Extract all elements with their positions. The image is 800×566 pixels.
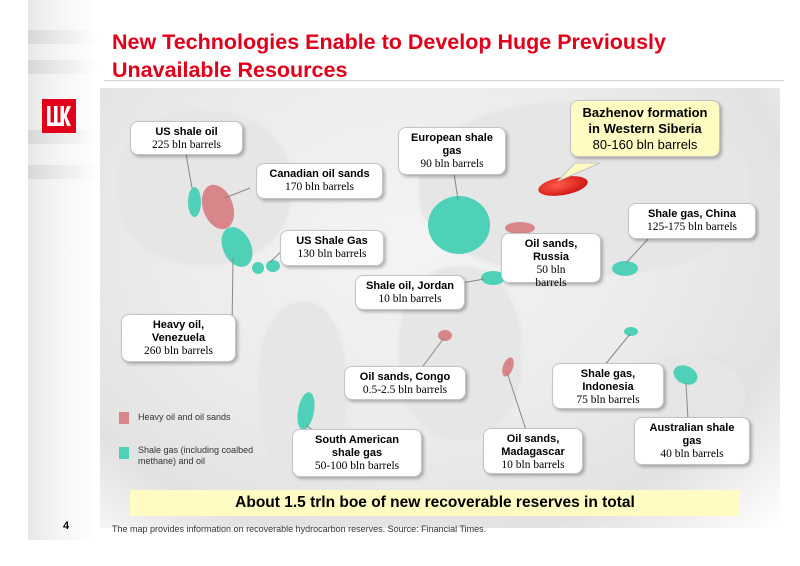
callout-name: Heavy oil, Venezuela bbox=[151, 319, 206, 344]
callout-value: 50-100 bln barrels bbox=[314, 460, 400, 472]
callout-european-shale-gas: European shale gas 90 bln barrels bbox=[398, 127, 506, 175]
callout-value: 40 bln barrels bbox=[660, 448, 724, 460]
callout-value: 225 bln barrels bbox=[152, 139, 221, 151]
legend-shale-gas-swatch bbox=[119, 447, 129, 459]
callout-shale-gas-indonesia: Shale gas, Indonesia 75 bln barrels bbox=[552, 363, 664, 409]
callout-value: 130 bln barrels bbox=[297, 248, 367, 260]
page-title: New Technologies Enable to Develop Huge … bbox=[112, 30, 666, 82]
callout-name: Shale gas, Indonesia bbox=[580, 368, 636, 393]
blob-shale-gas-indonesia bbox=[624, 327, 638, 336]
callout-heavy-oil-venezuela: Heavy oil, Venezuela 260 bln barrels bbox=[121, 314, 236, 362]
callout-name: European shale gas bbox=[411, 132, 493, 157]
callout-value: 10 bln barrels bbox=[378, 293, 442, 305]
blob-us-shale-gas-2 bbox=[252, 262, 264, 274]
callout-name: US Shale Gas bbox=[296, 235, 368, 247]
callout-bazhenov: Bazhenov formation in Western Siberia 80… bbox=[570, 100, 720, 157]
callout-name: Bazhenov formation in Western Siberia bbox=[582, 105, 708, 136]
callout-value: 0.5-2.5 bln barrels bbox=[362, 384, 448, 396]
callout-name: South American shale gas bbox=[315, 434, 399, 459]
title-divider bbox=[104, 80, 784, 81]
callout-value: 10 bln barrels bbox=[501, 459, 565, 471]
callout-oil-sands-russia: Oil sands, Russia 50 bln barrels bbox=[501, 233, 601, 289]
callout-value: 170 bln barrels bbox=[285, 181, 354, 193]
decorative-side-strip bbox=[28, 0, 98, 540]
callout-name: Shale oil, Jordan bbox=[365, 280, 455, 292]
callout-name: Shale gas, China bbox=[647, 208, 737, 220]
blob-us-shale-oil bbox=[188, 187, 201, 217]
callout-value: 125-175 bln barrels bbox=[646, 221, 738, 233]
callout-canadian-oil-sands: Canadian oil sands 170 bln barrels bbox=[256, 163, 383, 199]
callout-south-american-shale-gas: South American shale gas 50-100 bln barr… bbox=[292, 429, 422, 477]
page-number: 4 bbox=[63, 520, 70, 532]
total-reserves-banner: About 1.5 trln boe of new recoverable re… bbox=[130, 490, 740, 516]
lukoil-logo-icon bbox=[42, 99, 76, 133]
callout-us-shale-gas: US Shale Gas 130 bln barrels bbox=[280, 230, 384, 266]
callout-name: Oil sands, Madagascar bbox=[501, 433, 565, 458]
callout-name: Oil sands, Congo bbox=[359, 371, 451, 383]
callout-shale-gas-china: Shale gas, China 125-175 bln barrels bbox=[628, 203, 756, 239]
legend-heavy-oil-label: Heavy oil and oil sands bbox=[138, 412, 231, 422]
callout-australian-shale-gas: Australian shale gas 40 bln barrels bbox=[634, 417, 750, 465]
callout-name: Canadian oil sands bbox=[269, 168, 370, 180]
blob-shale-gas-china bbox=[612, 261, 638, 276]
callout-shale-oil-jordan: Shale oil, Jordan 10 bln barrels bbox=[355, 275, 465, 310]
callout-oil-sands-madagascar: Oil sands, Madagascar 10 bln barrels bbox=[483, 428, 583, 474]
callout-name: Oil sands, Russia bbox=[524, 238, 578, 263]
legend-heavy-oil-swatch bbox=[119, 412, 129, 424]
callout-value: 75 bln barrels bbox=[576, 394, 640, 406]
blob-shale-oil-jordan bbox=[481, 271, 505, 285]
blob-european-shale-gas bbox=[428, 196, 490, 254]
callout-value: 260 bln barrels bbox=[144, 345, 213, 357]
callout-name: Australian shale gas bbox=[649, 422, 735, 447]
blob-oil-sands-russia bbox=[505, 222, 535, 234]
callout-value: 90 bln barrels bbox=[420, 158, 484, 170]
callout-us-shale-oil: US shale oil 225 bln barrels bbox=[130, 121, 243, 155]
callout-value: 50 bln barrels bbox=[535, 264, 567, 289]
legend-shale-gas-label: Shale gas (including coalbed methane) an… bbox=[138, 445, 254, 466]
callout-value: 80-160 bln barrels bbox=[592, 137, 698, 152]
callout-name: US shale oil bbox=[155, 126, 218, 138]
blob-oil-sands-congo bbox=[438, 330, 452, 341]
callout-oil-sands-congo: Oil sands, Congo 0.5-2.5 bln barrels bbox=[344, 366, 466, 400]
blob-us-shale-gas-3 bbox=[266, 260, 280, 272]
source-note: The map provides information on recovera… bbox=[112, 524, 487, 534]
